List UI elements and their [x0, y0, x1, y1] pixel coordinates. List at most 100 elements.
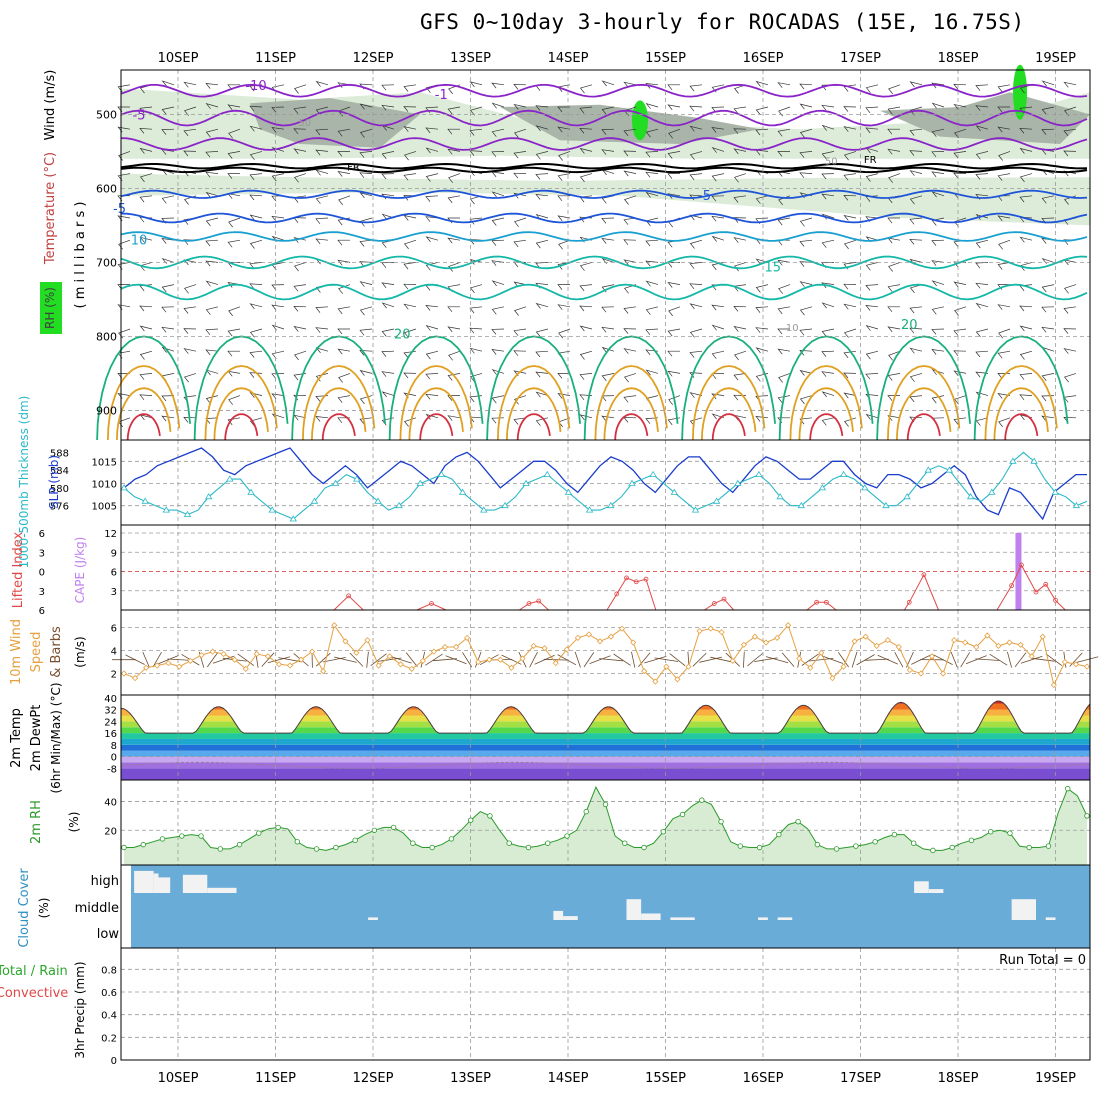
ylabel-thickness: 1000-500mb Thickness (dm)	[17, 396, 31, 569]
near-surface-temp-contour	[887, 365, 961, 441]
wind-barb	[161, 195, 175, 204]
near-surface-temp-contour	[213, 387, 269, 441]
wind-marker	[807, 664, 814, 671]
wind-barb	[909, 306, 923, 314]
wind-barb	[601, 238, 615, 244]
thickness-marker	[416, 479, 425, 486]
wind-marker	[464, 634, 471, 641]
wind-barb	[821, 173, 835, 180]
wind-barb	[294, 262, 307, 272]
wind-barb	[359, 328, 373, 336]
wind-barb	[909, 170, 923, 176]
wind-barb	[667, 370, 681, 377]
wind-barb	[1063, 128, 1077, 137]
wind-barb-10m	[445, 655, 467, 665]
near-surface-temp-contour	[116, 387, 172, 441]
near-surface-temp-contour	[789, 365, 863, 441]
wind-barb	[249, 214, 263, 221]
wind-barb	[954, 128, 967, 139]
wind-marker	[1061, 658, 1068, 666]
wind-marker	[630, 639, 637, 646]
wind-barb	[404, 151, 417, 161]
wind-barb	[953, 281, 967, 288]
wind-barb	[227, 173, 240, 179]
wind-barb	[998, 151, 1011, 161]
wind-barb	[161, 326, 175, 333]
wind-barb	[1041, 326, 1055, 333]
thickness-marker	[141, 497, 149, 504]
wind-barb	[755, 80, 769, 87]
wind-speed-line	[123, 623, 1088, 687]
wind-barb	[227, 151, 241, 159]
thickness-marker	[247, 488, 255, 495]
chart-title: GFS 0~10day 3-hourly for ROCADAS (15E, 1…	[420, 10, 1025, 34]
wind-barb	[624, 373, 637, 383]
wind-barb-10m	[237, 653, 255, 666]
wind-barb	[1063, 81, 1077, 88]
rh-high-patch	[632, 100, 648, 141]
wind-barb	[513, 84, 527, 90]
wind-marker	[519, 655, 526, 662]
wind-barb	[139, 325, 153, 332]
wind-barb	[249, 372, 263, 378]
thickness-marker	[988, 488, 996, 495]
wind-barb	[975, 350, 989, 358]
date-tick-bottom: 14SEP	[548, 1071, 589, 1086]
wind-barb	[601, 373, 615, 382]
wind-barb	[623, 306, 637, 314]
wind-barb-10m	[894, 652, 904, 668]
li-marker	[1053, 597, 1058, 603]
wind-barb	[997, 84, 1011, 93]
wind-barb	[139, 195, 153, 203]
wind-barb	[557, 173, 571, 181]
wind-barb	[205, 349, 219, 356]
li-marker	[1033, 589, 1039, 595]
wind-barb	[821, 239, 835, 248]
wind-barb	[1019, 394, 1033, 401]
wind-barb	[689, 105, 703, 112]
near-surface-temp-contour	[798, 387, 854, 441]
wind-barb	[469, 81, 483, 88]
near-surface-temp-contour	[583, 335, 679, 441]
thickness-tick-label: 580	[50, 484, 69, 495]
wind-barb	[778, 284, 791, 294]
cloud-bar-middle	[670, 917, 695, 920]
rh-shade-mid	[880, 92, 1090, 144]
wind-barb	[579, 262, 593, 271]
wind-barb	[931, 395, 945, 404]
date-tick-top: 12SEP	[353, 51, 394, 66]
rh-marker	[1045, 843, 1052, 849]
near-surface-temp-contour	[96, 335, 191, 441]
wind-barb	[755, 106, 769, 116]
contour-label: FR	[347, 163, 360, 174]
wind-barb	[535, 151, 549, 160]
thickness-marker	[501, 501, 509, 509]
wind-barb	[293, 128, 307, 135]
wind-barb	[887, 284, 901, 292]
wind-barb	[887, 306, 900, 313]
wind-barb	[315, 416, 329, 422]
wind-barb	[184, 284, 197, 294]
li-marker	[823, 599, 829, 605]
precip-tick-label: 0.6	[101, 988, 117, 999]
wind-marker	[342, 638, 349, 645]
date-tick-bottom: 13SEP	[450, 1071, 491, 1086]
wind-barb	[315, 217, 329, 225]
wind-barb-10m	[933, 654, 953, 665]
wind-barb	[403, 283, 417, 290]
wind-barb	[601, 346, 615, 353]
wind-barb	[315, 327, 329, 333]
wind-barb	[359, 192, 373, 199]
wind-barb	[205, 191, 219, 198]
wind-marker	[1039, 633, 1046, 640]
wind-barb	[645, 128, 659, 138]
wind-marker	[309, 648, 316, 655]
thickness-marker	[1072, 501, 1081, 509]
near-surface-temp-contour	[692, 365, 766, 441]
wind-barb	[161, 80, 175, 87]
date-tick-bottom: 17SEP	[840, 1071, 881, 1086]
wind-barb	[249, 392, 263, 398]
wind-barb	[623, 217, 637, 225]
wind-barb	[359, 281, 373, 287]
cape-tick-label: 12	[104, 529, 117, 540]
